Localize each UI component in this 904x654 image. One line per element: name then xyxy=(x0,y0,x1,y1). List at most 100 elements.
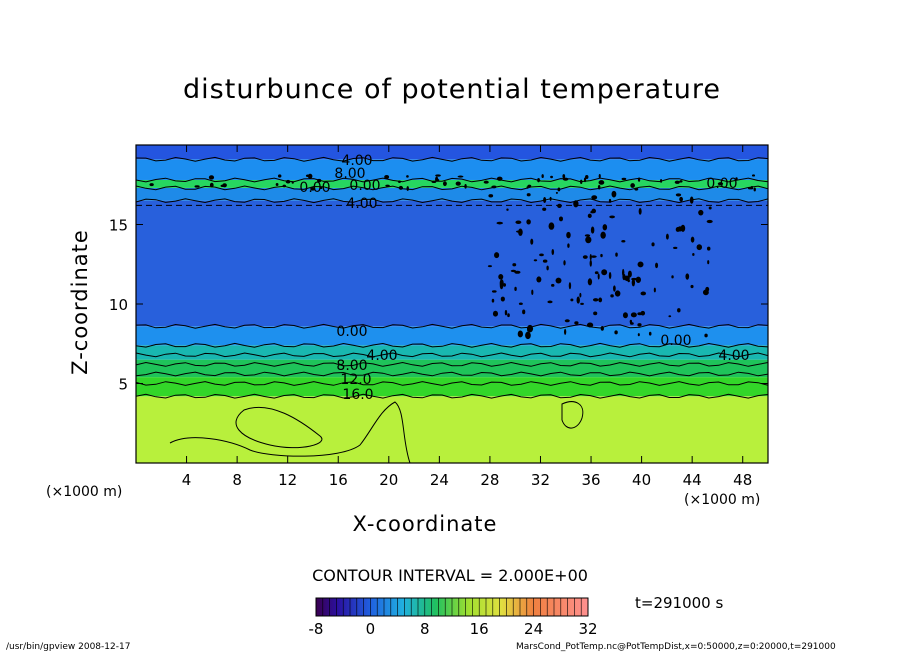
x-tick-label: 28 xyxy=(480,471,499,489)
speckle-blob xyxy=(665,233,669,240)
field-band xyxy=(136,396,768,463)
speckle-blob xyxy=(488,194,494,198)
speckle-blob xyxy=(690,236,695,243)
speckle-blob xyxy=(533,259,538,262)
speckle-blob xyxy=(562,177,569,181)
footer-left: /usr/bin/gpview 2008-12-17 xyxy=(6,642,131,652)
speckle-blob xyxy=(548,222,555,230)
speckle-blob xyxy=(600,253,603,258)
speckle-blob xyxy=(530,238,534,245)
x-tick-label: 48 xyxy=(733,471,752,489)
contour-line xyxy=(136,177,768,183)
speckle-blob xyxy=(498,273,504,280)
contour-label: 0.00 xyxy=(706,176,737,192)
speckle-blob xyxy=(435,174,441,177)
contour-line xyxy=(136,381,768,386)
x-tick-label: 8 xyxy=(232,471,242,489)
speckle-blob xyxy=(598,173,601,179)
speckle-blob xyxy=(706,246,711,251)
speckle-blob xyxy=(653,287,656,293)
speckle-blob xyxy=(637,333,640,337)
speckle-blob xyxy=(431,180,437,183)
x-unit-right: (×1000 m) xyxy=(684,492,761,508)
colorbar-tick-label: 0 xyxy=(366,620,376,638)
speckle-blob xyxy=(629,319,633,324)
speckle-blob xyxy=(491,298,495,303)
speckle-blob xyxy=(464,184,467,189)
speckle-blob xyxy=(220,184,226,187)
speckle-blob xyxy=(317,178,322,183)
speckle-blob xyxy=(500,296,505,302)
colorbar-tick-label: -8 xyxy=(309,620,324,638)
x-axis-label: X-coordinate xyxy=(352,512,498,536)
speckle-blob xyxy=(609,215,615,219)
contour-label: 16.0 xyxy=(342,387,373,403)
contour-label: 8.00 xyxy=(336,358,367,374)
speckle-blob xyxy=(660,179,663,183)
contour-line xyxy=(136,323,768,329)
speckle-blob xyxy=(677,308,681,313)
speckle-blob xyxy=(208,175,215,180)
speckle-blob xyxy=(442,181,447,187)
speckle-blob xyxy=(692,253,695,256)
field-band xyxy=(136,179,768,188)
contour-line xyxy=(136,371,768,377)
speckle-blob xyxy=(549,196,552,201)
speckle-blob xyxy=(621,177,627,181)
contour-label: 4.00 xyxy=(346,196,377,212)
speckle-blob xyxy=(398,185,404,190)
speckle-blob xyxy=(586,322,594,328)
speckle-blob xyxy=(483,180,489,184)
speckle-blob xyxy=(585,236,592,244)
speckle-blob xyxy=(634,187,639,191)
speckle-blob xyxy=(562,174,566,179)
contour-line xyxy=(136,393,768,399)
contour-label: 4.00 xyxy=(718,348,749,364)
speckle-blob xyxy=(275,183,279,187)
speckle-blob xyxy=(696,244,703,251)
speckle-blob xyxy=(457,175,464,178)
speckle-blob xyxy=(590,255,597,258)
speckle-blob xyxy=(277,174,282,178)
speckle-blob xyxy=(637,323,642,327)
speckle-blob xyxy=(674,180,680,184)
speckle-blob xyxy=(589,259,592,267)
speckle-blob xyxy=(601,269,608,276)
speckle-blob xyxy=(608,198,612,203)
y-tick-label: 10 xyxy=(109,296,128,314)
speckle-blob xyxy=(689,196,694,204)
speckle-blob xyxy=(706,219,713,224)
speckle-blob xyxy=(499,281,504,290)
speckle-blob xyxy=(455,181,461,186)
speckle-blob xyxy=(583,177,587,183)
speckle-blob xyxy=(610,294,614,298)
field-band xyxy=(136,159,768,180)
speckle-blob xyxy=(310,187,316,191)
contour-loop xyxy=(561,401,584,429)
speckle-blob xyxy=(568,282,572,290)
speckle-blob xyxy=(492,310,499,317)
x-tick-label: 12 xyxy=(278,471,297,489)
contour-line xyxy=(136,198,768,204)
speckle-blob xyxy=(651,242,655,247)
speckle-blob xyxy=(637,312,643,316)
contour-label: 12.0 xyxy=(340,372,371,388)
speckle-blob xyxy=(526,186,529,189)
x-unit-left: (×1000 m) xyxy=(46,484,123,500)
speckle-blob xyxy=(613,285,616,292)
y-axis-label: Z-coordinate xyxy=(68,229,92,375)
speckle-blob xyxy=(539,253,544,257)
speckle-blob xyxy=(435,178,440,182)
speckle-blob xyxy=(640,291,647,296)
speckle-blob xyxy=(655,262,659,269)
field-band xyxy=(136,326,768,346)
speckle-blob xyxy=(614,290,621,297)
speckle-blob xyxy=(677,226,683,232)
speckle-blob xyxy=(551,283,555,287)
speckle-blob xyxy=(637,261,644,268)
speckle-blob xyxy=(542,207,547,211)
speckle-blob xyxy=(514,286,517,292)
x-tick-label: 44 xyxy=(683,471,702,489)
contour-line xyxy=(136,342,768,348)
speckle-blob xyxy=(531,289,534,295)
